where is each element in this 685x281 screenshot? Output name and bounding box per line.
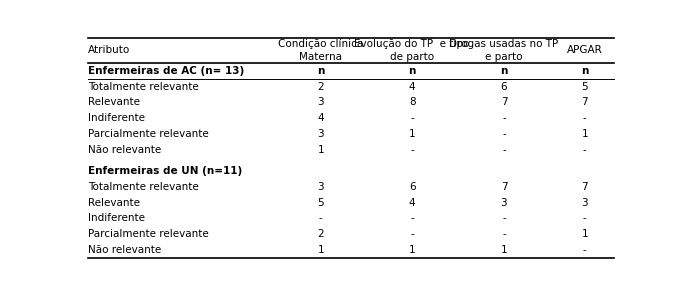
Text: 6: 6 — [501, 81, 508, 92]
Text: 1: 1 — [409, 245, 415, 255]
Text: Materna: Materna — [299, 52, 342, 62]
Text: n: n — [581, 66, 588, 76]
Text: 3: 3 — [501, 198, 508, 208]
Text: -: - — [583, 213, 586, 223]
Text: n: n — [500, 66, 508, 76]
Text: 3: 3 — [317, 182, 324, 192]
Text: -: - — [583, 245, 586, 255]
Text: Não relevante: Não relevante — [88, 245, 162, 255]
Text: 4: 4 — [409, 198, 415, 208]
Text: e parto: e parto — [485, 52, 523, 62]
Text: -: - — [502, 113, 506, 123]
Text: Condição clínica: Condição clínica — [278, 39, 364, 49]
Text: -: - — [502, 229, 506, 239]
Text: Totalmente relevante: Totalmente relevante — [88, 81, 199, 92]
Text: 1: 1 — [409, 129, 415, 139]
Text: Drogas usadas no TP: Drogas usadas no TP — [449, 39, 558, 49]
Text: Relevante: Relevante — [88, 98, 140, 107]
Text: Enfermeiras de AC (n= 13): Enfermeiras de AC (n= 13) — [88, 66, 245, 76]
Text: 4: 4 — [409, 81, 415, 92]
Text: 1: 1 — [501, 245, 508, 255]
Text: 8: 8 — [409, 98, 415, 107]
Text: 6: 6 — [409, 182, 415, 192]
Text: de parto: de parto — [390, 52, 434, 62]
Text: 1: 1 — [582, 129, 588, 139]
Text: -: - — [410, 113, 414, 123]
Text: 7: 7 — [501, 98, 508, 107]
Text: Relevante: Relevante — [88, 198, 140, 208]
Text: -: - — [410, 229, 414, 239]
Text: -: - — [502, 213, 506, 223]
Text: 4: 4 — [317, 113, 324, 123]
Text: Indiferente: Indiferente — [88, 113, 145, 123]
Text: 7: 7 — [582, 98, 588, 107]
Text: Parcialmente relevante: Parcialmente relevante — [88, 129, 209, 139]
Text: -: - — [502, 129, 506, 139]
Text: -: - — [319, 213, 323, 223]
Text: -: - — [502, 145, 506, 155]
Text: -: - — [410, 145, 414, 155]
Text: Evolução do TP  e tipo: Evolução do TP e tipo — [354, 39, 470, 49]
Text: 2: 2 — [317, 229, 324, 239]
Text: 1: 1 — [582, 229, 588, 239]
Text: 7: 7 — [582, 182, 588, 192]
Text: -: - — [583, 145, 586, 155]
Text: Parcialmente relevante: Parcialmente relevante — [88, 229, 209, 239]
Text: Não relevante: Não relevante — [88, 145, 162, 155]
Text: 1: 1 — [317, 145, 324, 155]
Text: 3: 3 — [317, 129, 324, 139]
Text: 5: 5 — [317, 198, 324, 208]
Text: 2: 2 — [317, 81, 324, 92]
Text: Totalmente relevante: Totalmente relevante — [88, 182, 199, 192]
Text: Enfermeiras de UN (n=11): Enfermeiras de UN (n=11) — [88, 166, 242, 176]
Text: n: n — [317, 66, 325, 76]
Text: 7: 7 — [501, 182, 508, 192]
Text: 5: 5 — [582, 81, 588, 92]
Text: APGAR: APGAR — [566, 46, 603, 55]
Text: -: - — [410, 213, 414, 223]
Text: 1: 1 — [317, 245, 324, 255]
Text: -: - — [583, 113, 586, 123]
Text: 3: 3 — [317, 98, 324, 107]
Text: n: n — [408, 66, 416, 76]
Text: Indiferente: Indiferente — [88, 213, 145, 223]
Text: 3: 3 — [582, 198, 588, 208]
Text: Atributo: Atributo — [88, 46, 131, 55]
